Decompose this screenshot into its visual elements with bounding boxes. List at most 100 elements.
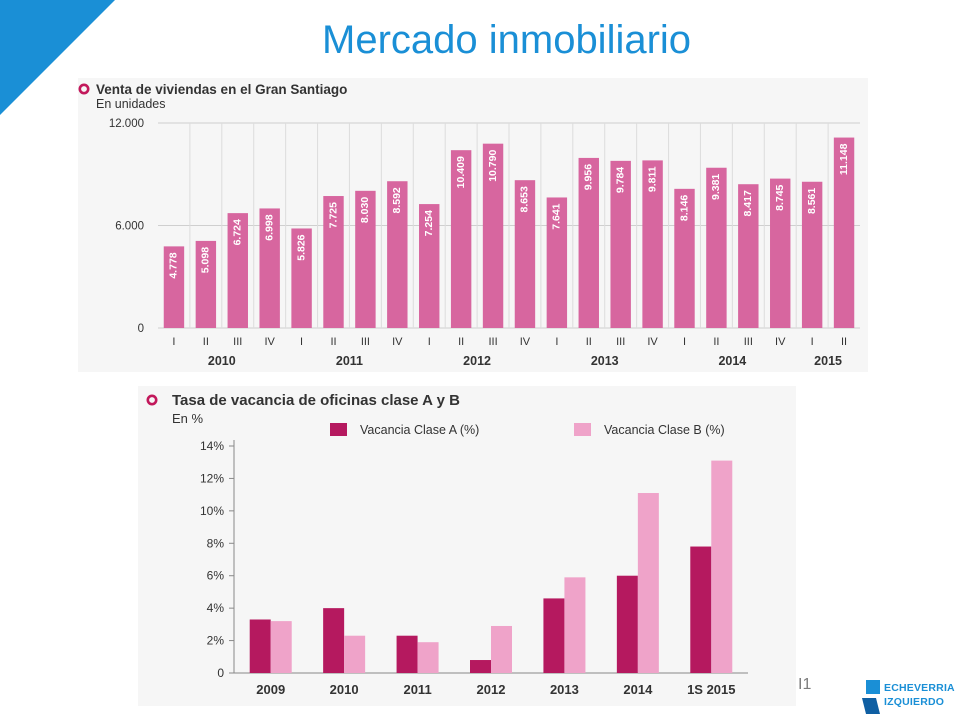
chart1-bullet-icon: [78, 83, 90, 95]
chart1-bar-value-label: 4.778: [168, 252, 180, 278]
chart2-bar: [249, 619, 271, 673]
page-number: I1: [798, 676, 812, 693]
chart1-bar: [259, 208, 280, 328]
chart1-bar-value-label: 7.254: [423, 210, 435, 236]
chart2-category-label: 2014: [623, 682, 653, 697]
chart2-legend-swatch: [574, 423, 591, 436]
chart1-year-label: 2013: [591, 354, 619, 368]
chart1-bar: [546, 197, 568, 328]
chart2-bar: [417, 642, 439, 673]
chart1-quarter-label: II: [330, 336, 336, 348]
chart1-quarter-label: III: [233, 336, 242, 348]
chart1-year-label: 2014: [718, 354, 746, 368]
chart1-bar: [801, 181, 823, 328]
chart1-quarter-label: I: [300, 336, 303, 348]
chart2-bar: [564, 577, 586, 673]
sales-chart-panel: Venta de viviendas en el Gran Santiago En…: [78, 78, 868, 372]
chart1-quarter-label: I: [555, 336, 558, 348]
chart2-title: Tasa de vacancia de oficinas clase A y B: [172, 392, 460, 409]
chart2-bar: [323, 608, 345, 673]
chart1-bar-value-label: 9.381: [710, 174, 722, 200]
chart1-bar-value-label: 7.725: [327, 202, 339, 228]
chart1-bar: [578, 157, 599, 328]
chart1-bar: [450, 150, 472, 328]
chart1-bar: [195, 240, 217, 328]
chart2-category-label: 2011: [403, 682, 431, 697]
chart1-quarter-label: III: [488, 336, 497, 348]
chart2-bullet-icon: [146, 394, 158, 406]
chart1-bar: [163, 246, 185, 328]
chart2-subtitle: En %: [172, 411, 204, 426]
chart2-bar: [616, 575, 638, 673]
chart1-quarter-label: II: [458, 336, 464, 348]
slide-title: Mercado inmobiliario: [322, 18, 692, 62]
chart2-category-label: 2010: [330, 682, 359, 697]
chart2-legend-swatch: [330, 423, 347, 436]
chart1-bar: [642, 160, 663, 328]
chart1-quarter-label: IV: [775, 336, 786, 348]
chart1-bar: [833, 137, 855, 328]
chart2-bar: [690, 546, 712, 673]
chart1-quarter-label: II: [841, 336, 847, 348]
chart1-quarter-label: III: [744, 336, 753, 348]
chart1-bar-value-label: 8.653: [519, 186, 531, 212]
office-vacancy-chart: Tasa de vacancia de oficinas clase A y B…: [146, 392, 748, 697]
chart1-bar-value-label: 8.745: [774, 184, 786, 210]
chart2-ytick-label: 14%: [200, 439, 224, 453]
chart2-bar: [396, 635, 418, 673]
chart2-ytick-label: 4%: [207, 601, 225, 615]
chart2-category-label: 1S 2015: [687, 682, 735, 697]
chart1-quarter-label: IV: [392, 336, 403, 348]
chart1-bar: [610, 160, 631, 328]
chart2-bar: [543, 598, 565, 673]
chart1-year-label: 2015: [814, 354, 842, 368]
chart2-ytick-label: 12%: [200, 471, 224, 485]
chart1-bar-value-label: 8.561: [806, 188, 818, 214]
logo-text-line2: IZQUIERDO: [884, 696, 945, 708]
chart1-quarter-label: II: [586, 336, 592, 348]
corner-accent-shape: [0, 0, 115, 115]
chart1-quarter-label: III: [361, 336, 370, 348]
chart2-bar: [711, 460, 733, 673]
chart1-bar: [482, 143, 504, 328]
chart1-quarter-label: III: [616, 336, 625, 348]
chart2-ytick-label: 8%: [207, 536, 225, 550]
chart1-year-label: 2012: [463, 354, 491, 368]
chart1-year-label: 2011: [336, 354, 363, 368]
chart2-bar: [344, 635, 366, 673]
chart1-ytick-label: 0: [138, 323, 144, 335]
chart1-bar-value-label: 8.592: [391, 187, 403, 213]
chart1-bar-value-label: 8.030: [359, 197, 371, 223]
chart1-bar-value-label: 10.790: [487, 150, 499, 182]
chart1-bar-value-label: 10.409: [455, 156, 467, 188]
chart1-bar: [291, 228, 312, 328]
chart1-bar: [227, 213, 248, 328]
chart2-ytick-label: 10%: [200, 504, 224, 518]
logo-text-line1: ECHEVERRIA: [884, 682, 955, 694]
chart1-quarter-label: I: [683, 336, 686, 348]
chart1-bar-value-label: 7.641: [551, 203, 563, 229]
logo-mark-icon: [862, 680, 880, 714]
chart1-bar: [706, 167, 727, 328]
chart1-quarter-label: IV: [520, 336, 531, 348]
chart2-bar: [637, 493, 659, 673]
chart2-ytick-label: 0: [217, 666, 224, 680]
chart2-legend-label: Vacancia Clase B (%): [604, 423, 725, 437]
chart1-bar-value-label: 6.724: [232, 219, 244, 245]
chart1-bar-value-label: 9.811: [646, 166, 658, 192]
chart1-bar-value-label: 9.784: [614, 167, 626, 193]
chart1-year-label: 2010: [208, 354, 236, 368]
chart1-quarter-label: II: [713, 336, 719, 348]
chart1-bar-value-label: 5.098: [200, 247, 212, 273]
chart1-ytick-label: 12.000: [109, 118, 144, 130]
chart1-quarter-label: IV: [647, 336, 658, 348]
chart1-quarter-label: II: [203, 336, 209, 348]
chart1-bar: [514, 180, 536, 328]
chart1-bar: [419, 204, 440, 328]
chart1-quarter-label: I: [428, 336, 431, 348]
vacancy-chart-panel: Tasa de vacancia de oficinas clase A y B…: [138, 386, 796, 706]
chart2-ytick-label: 2%: [207, 634, 225, 648]
chart1-title: Venta de viviendas en el Gran Santiago: [96, 82, 347, 97]
chart1-subtitle: En unidades: [96, 97, 166, 111]
chart1-bar: [355, 190, 376, 328]
